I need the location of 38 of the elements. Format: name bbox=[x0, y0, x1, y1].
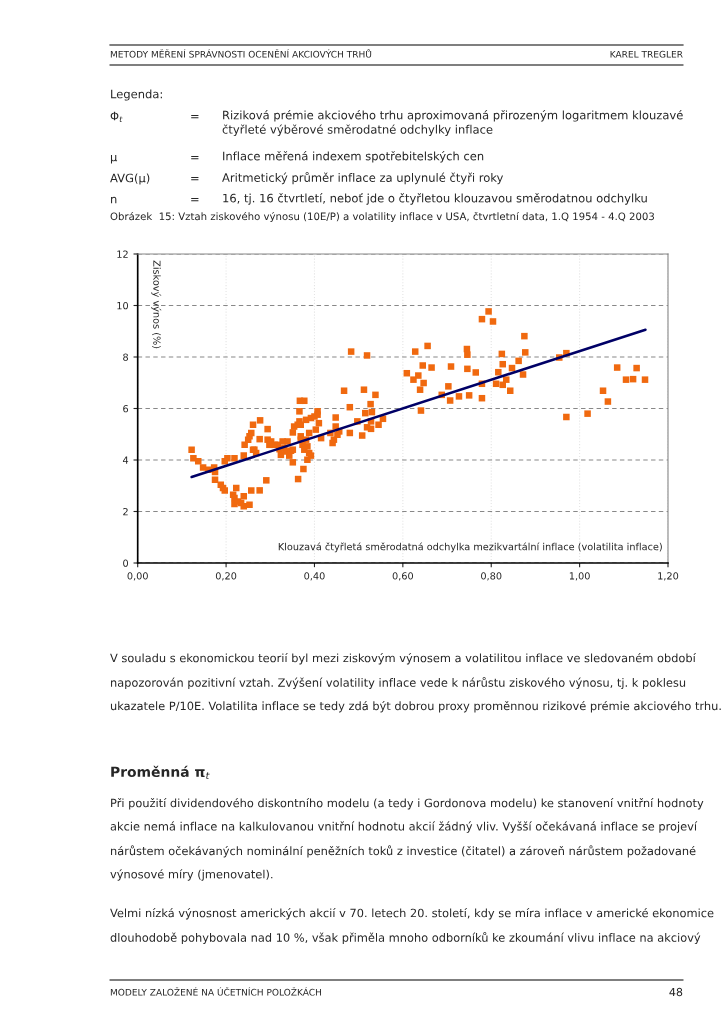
text: MODELY ZALOŽENÉ NA ÚČETNÍCH POLOŽKÁCH bbox=[110, 987, 321, 996]
x-tick-label: 1,00 bbox=[569, 572, 590, 581]
x-tick-label: 0,20 bbox=[215, 572, 237, 581]
text: = bbox=[191, 114, 199, 119]
y-tick-label: 6 bbox=[123, 404, 129, 413]
text: Φ$_{t}$ bbox=[110, 111, 123, 123]
text: AVG(μ) bbox=[110, 173, 150, 185]
text: = bbox=[191, 176, 199, 181]
x-tick-label: 1,20 bbox=[658, 572, 679, 581]
chart-title: Obrázek 15: Vztah ziskového výnosu (10E/P) a volatility inflace v USA, čtvrtletní data, 1.Q 1954 - 4.Q 2003 bbox=[110, 211, 655, 223]
text: 16, tj. 16 čtvrtletí, neboť jde o čtyřletou klouzavou směrodatnou odchylku bbox=[223, 193, 647, 205]
x-axis-title: Klouzavá čtyřletá směrodatná odchylka mezikvartální inflace (volatilita inflace) bbox=[278, 542, 662, 553]
text: Při použití dividendového diskontního modelu (a tedy i Gordonova modelu) ke stanovení vnitřní hodnoty akcie nemá inflace na kalkulovanou vnitřní hodnotu akcií žádný vliv. Vyšší očekávaná inflace se projeví nárůstem očekávaných nominální peněžních toků z investice (čitatel) a zároveň nárůstem požadované výnosové míry (jmenovatel). bbox=[110, 798, 704, 881]
x-tick-label: 0,60 bbox=[392, 572, 414, 581]
text: Legenda: bbox=[111, 89, 162, 101]
text: 48 bbox=[669, 987, 683, 997]
y-tick-label: 4 bbox=[122, 456, 129, 464]
text: μ bbox=[110, 154, 118, 164]
x-tick-label: 0,40 bbox=[304, 572, 325, 581]
y-tick-label: 8 bbox=[123, 353, 129, 361]
x-tick-label: 0,00 bbox=[127, 572, 148, 581]
text: n bbox=[111, 196, 117, 204]
text: Velmi nízká výnosnost amerických akcií v 70. letech 20. století, kdy se míra inflace v americké ekonomice dlouhodobě pohybovala nad 10 %, však přiměla mnoho odborníků ke zkoumání vlivu inflace na akciový bbox=[110, 908, 714, 945]
x-tick-label: 0,80 bbox=[481, 572, 502, 581]
text: KAREL TREGLER bbox=[610, 50, 683, 58]
y-axis-title: Ziskový výnos (%) bbox=[151, 260, 162, 349]
text: Aritmetický průměr inflace za uplynulé čtyři roky bbox=[222, 172, 504, 185]
text: Inflace měřená indexem spotřebitelských cen bbox=[223, 151, 484, 163]
y-tick-label: 10 bbox=[117, 301, 129, 310]
text: Riziková prémie akciového trhu aproximovaná přirozeným logaritmem klouzavé čtyřleté výběrové směrodatné odchylky inflace bbox=[222, 110, 683, 136]
text: Proměnná π$_{t}$ bbox=[111, 765, 210, 780]
text: = bbox=[191, 155, 199, 160]
text: = bbox=[191, 197, 199, 202]
y-tick-label: 2 bbox=[123, 507, 128, 516]
text: V souladu s ekonomickou teorií byl mezi ziskovým výnosem a volatilitou inflace ve sledovaném období napozorován pozitivní vztah. Zvýšení volatility inflace vede k nárůstu ziskového výnosu, tj. k poklesu ukazatele P/10E. Volatilita inflace se tedy zdá být dobrou proxy proměnnou rizikové prémie akciového trhu. bbox=[110, 653, 721, 713]
text: METODY MĚŘENÍ SPRÁVNOSTI OCENĚNÍ AKCIOVÝCH TRHŮ bbox=[110, 49, 372, 58]
y-tick-label: 0 bbox=[123, 559, 129, 567]
y-tick-label: 12 bbox=[117, 250, 128, 258]
